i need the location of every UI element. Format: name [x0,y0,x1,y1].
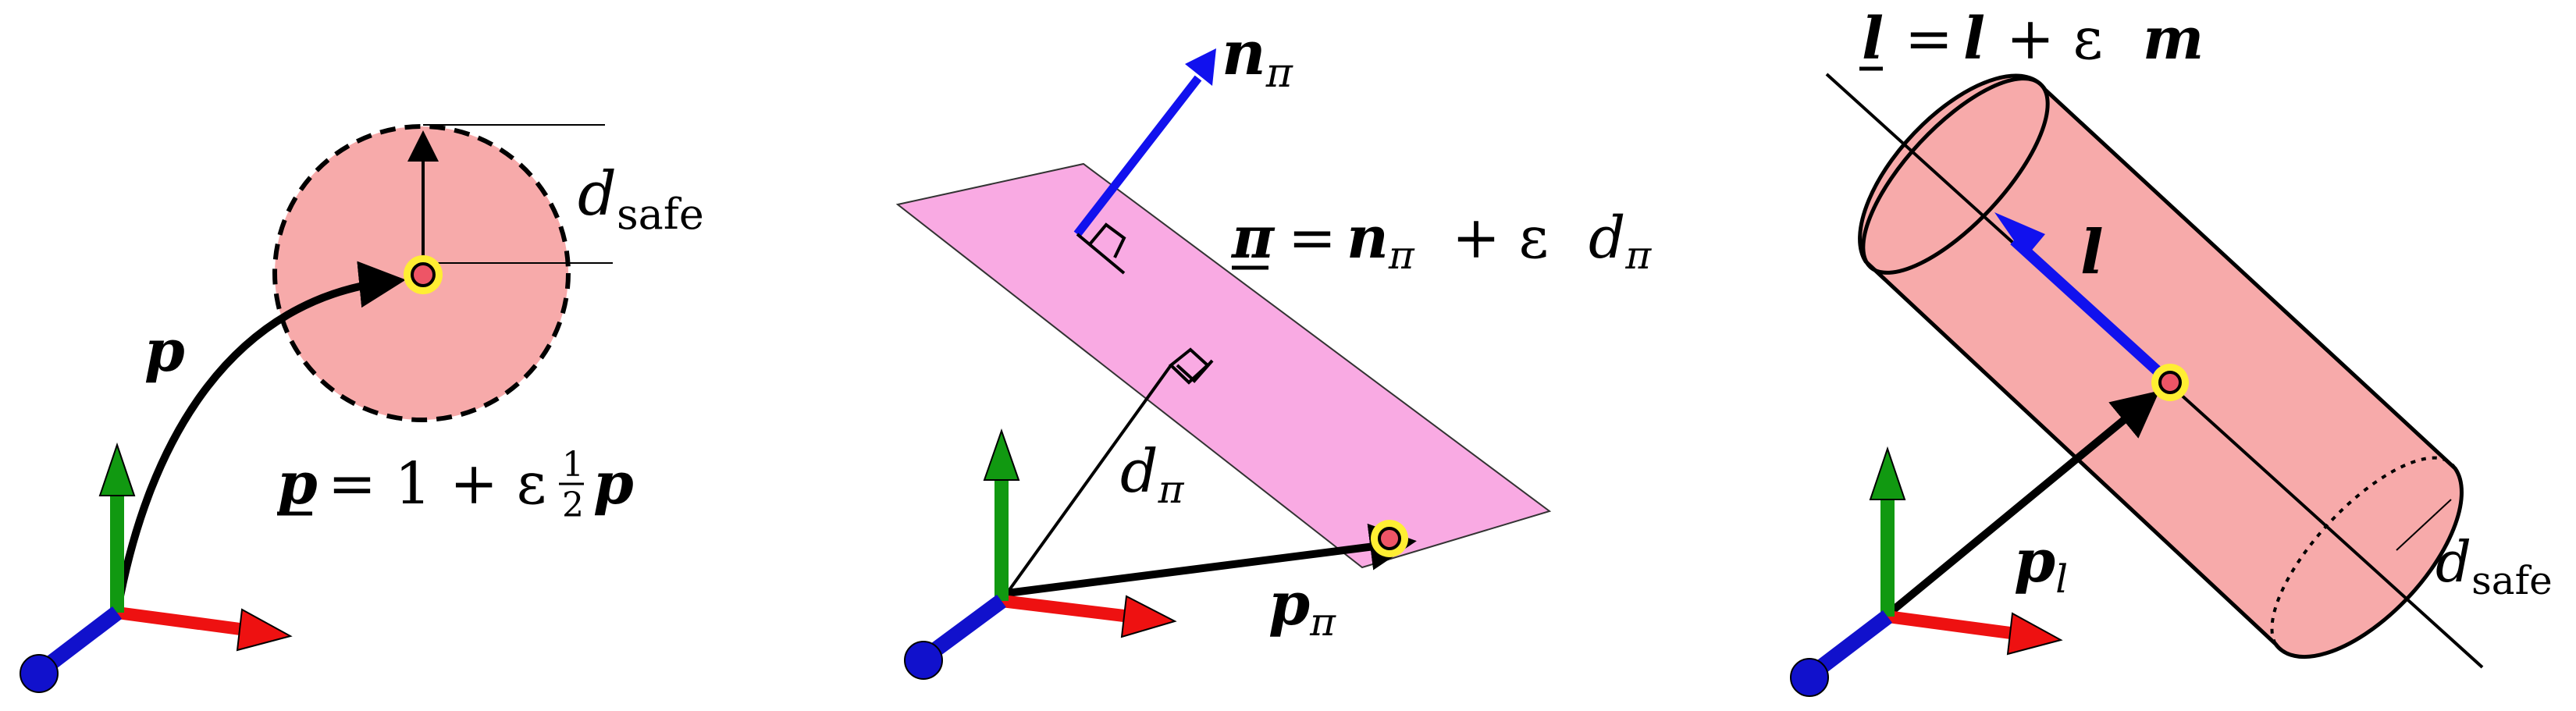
line-point-arrow [1882,390,2160,620]
position-label: p [144,318,185,385]
z-axis-cap [904,641,943,680]
svg-text:l: l [1862,5,1884,73]
panel-plane: nπ π = nπ + ε dπ dπ pπ [895,18,1652,680]
panel-line: l = l + ε m l pl dsafe [1790,5,2553,697]
normal-arrowhead [1185,48,1216,86]
plane-point-label: pπ [1268,569,1336,645]
svg-text:+ ε: + ε [1452,204,1549,272]
plane-point-marker [1371,520,1408,557]
line-direction-arrowhead [1994,212,2045,258]
line-point-marker [2151,364,2189,401]
x-axis-arrowhead [2006,612,2063,656]
svg-text:=: = [1905,5,1953,73]
plane-point-arrow [1006,523,1417,597]
line-direction-label: l [2080,217,2104,288]
svg-text:nπ: nπ [1347,204,1415,278]
distance-line [1005,364,1172,595]
safety-distance-label: dsafe [578,159,704,239]
z-axis-cap [1790,658,1829,697]
coordinate-frame [904,428,1177,680]
point-marker [404,255,443,294]
x-axis-arrow [1886,610,2018,640]
normal-arrow [1073,75,1202,237]
svg-text:= 1 + ε: = 1 + ε [328,450,546,517]
svg-text:l: l [1963,5,1985,73]
plane-surface [895,162,1552,569]
x-axis-arrow [1001,595,1131,623]
x-axis-arrowhead [236,608,293,652]
dual-quaternion-point-equation: p = 1 + ε 1 2 p [277,445,634,525]
cylinder-safety-distance-label: dsafe [2435,529,2553,603]
cylinder-top-cap [1861,76,2050,275]
dual-quaternion-line-equation: l = l + ε m [1859,5,2204,73]
svg-text:=: = [1288,204,1336,272]
svg-text:1: 1 [562,445,584,485]
svg-text:π: π [1230,204,1276,272]
x-axis-arrowhead [1120,595,1177,638]
svg-text:+ ε: + ε [2006,5,2103,73]
y-axis-arrowhead [1869,446,1906,500]
distance-right-angle-box [1168,347,1210,385]
svg-text:p: p [593,450,634,517]
coordinate-frame [1790,446,2063,697]
position-arrow [113,261,406,613]
svg-text:p: p [277,450,318,517]
z-axis-arrow [1810,610,1893,677]
x-axis-arrow [116,606,247,636]
svg-text:dπ: dπ [1589,204,1652,278]
svg-text:2: 2 [562,485,584,525]
svg-text:m: m [2143,5,2204,73]
normal-label: nπ [1222,18,1293,97]
coordinate-frame [20,442,293,693]
y-axis-arrowhead [98,442,136,496]
z-axis-arrow [40,606,123,674]
z-axis-arrow [925,594,1006,661]
normal-right-angle [1076,222,1126,275]
dual-quaternion-plane-equation: π = nπ + ε dπ [1230,204,1652,278]
radius-indicator [2396,499,2452,551]
distance-label: dπ [1120,436,1185,512]
y-axis-arrowhead [983,428,1020,481]
z-axis-cap [20,654,59,693]
cylinder-bottom-cap-hidden [2270,456,2457,645]
panel-point: p dsafe p = 1 + ε 1 2 p [20,124,704,693]
line-point-label: pl [2014,526,2068,602]
line-direction-arrow [2010,236,2174,387]
